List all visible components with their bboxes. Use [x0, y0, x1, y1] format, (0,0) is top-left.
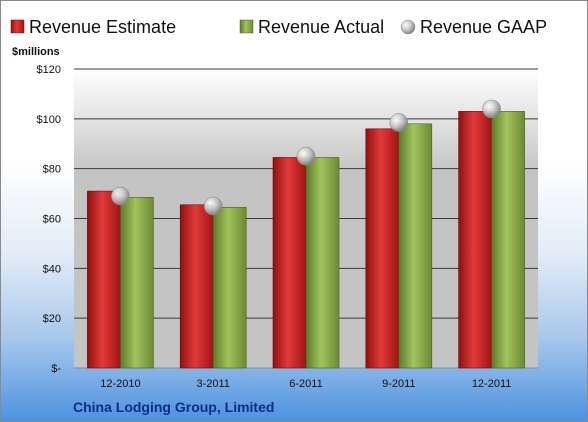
x-axis-labels: 12-2010 3-2011 6-2011 9-2011 12-2011 — [100, 378, 511, 390]
legend-swatch-gaap — [400, 19, 416, 35]
unit-label: $millions — [12, 46, 60, 58]
x-tick-label: 12-2011 — [472, 378, 512, 390]
bar-estimate — [272, 157, 307, 369]
bar-actual — [398, 123, 433, 369]
marker-gaap — [296, 146, 316, 166]
gaap-markers — [111, 99, 501, 216]
marker-gaap — [111, 186, 130, 206]
legend-label-gaap: Revenue GAAP — [420, 17, 547, 37]
legend-swatch-estimate — [10, 19, 25, 34]
bar-estimate — [365, 128, 400, 369]
legend-swatch-actual — [239, 19, 254, 34]
y-tick-label: $40 — [43, 263, 61, 275]
y-tick-label: $60 — [43, 214, 61, 226]
legend: Revenue Estimate Revenue Actual Revenue … — [10, 17, 547, 37]
bar-actual — [305, 157, 340, 369]
company-name: China Lodging Group, Limited — [73, 399, 274, 415]
y-tick-label: $100 — [37, 114, 61, 126]
x-tick-label: 3-2011 — [196, 378, 229, 390]
bar-estimate — [87, 190, 121, 369]
marker-gaap — [203, 196, 223, 216]
legend-label-estimate: Revenue Estimate — [29, 17, 176, 37]
y-tick-label: $80 — [43, 164, 61, 176]
legend-label-actual: Revenue Actual — [258, 17, 384, 37]
marker-gaap — [389, 113, 409, 132]
bar-actual — [491, 111, 525, 369]
x-tick-label: 9-2011 — [382, 378, 415, 390]
bar-estimate — [458, 111, 492, 369]
x-tick-label: 6-2011 — [289, 378, 322, 390]
y-tick-label: $120 — [37, 64, 61, 76]
y-axis-ticks: $- $20 $40 $60 $80 $100 $120 — [37, 64, 62, 375]
marker-gaap — [482, 99, 501, 119]
bar-actual — [212, 206, 247, 369]
bar-estimate — [179, 204, 214, 369]
bars — [87, 111, 525, 369]
bar-actual — [120, 197, 154, 369]
y-tick-label: $20 — [43, 313, 61, 325]
x-tick-label: 12-2010 — [100, 378, 140, 390]
y-tick-label: $- — [51, 363, 61, 375]
